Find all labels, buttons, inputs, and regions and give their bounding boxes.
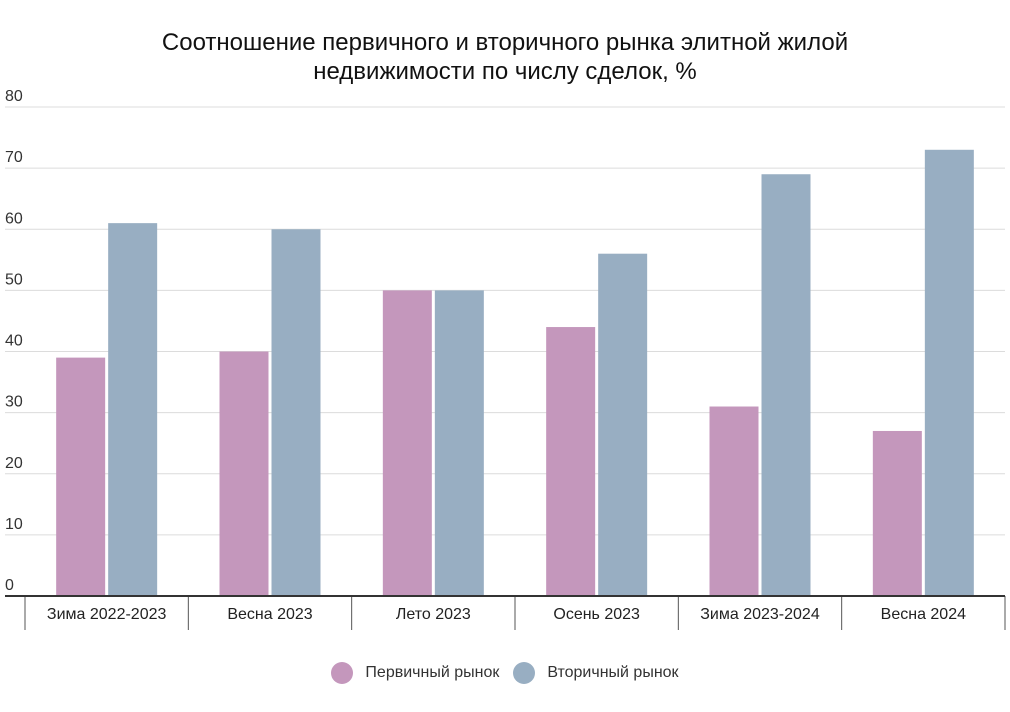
title-line-1: Соотношение первичного и вторичного рынк… — [161, 29, 849, 56]
legend-swatch-secondary — [513, 662, 536, 684]
y-tick-label: 0 — [5, 577, 14, 594]
legend: Первичный рынок Вторичный рынок — [0, 662, 1010, 684]
y-tick-label: 70 — [5, 149, 23, 166]
x-tick-label: Весна 2023 — [227, 606, 312, 623]
bar-primary — [219, 351, 269, 596]
bar-secondary — [434, 290, 484, 596]
y-tick-label: 10 — [5, 516, 23, 533]
x-tick-label: Осень 2023 — [553, 606, 640, 623]
legend-item-secondary[interactable]: Вторичный рынок — [513, 662, 679, 684]
y-tick-label: 80 — [5, 88, 23, 105]
y-tick-label: 40 — [5, 333, 23, 350]
chart-title: Соотношение первичного и вторичного рынк… — [0, 28, 1010, 86]
y-tick-label: 50 — [5, 271, 23, 288]
bar-primary — [546, 327, 596, 596]
x-tick-label: Весна 2024 — [881, 606, 966, 623]
bar-secondary — [924, 149, 974, 596]
bar-primary — [56, 357, 106, 596]
y-tick-label: 60 — [5, 210, 23, 227]
legend-label-secondary: Вторичный рынок — [547, 664, 679, 681]
legend-label-primary: Первичный рынок — [365, 664, 500, 681]
x-tick-label: Лето 2023 — [396, 606, 471, 623]
bar-primary — [382, 290, 432, 596]
y-tick-label: 30 — [5, 394, 23, 411]
bar-secondary — [598, 253, 648, 596]
bar-secondary — [761, 174, 811, 597]
bar-primary — [872, 430, 922, 596]
legend-item-primary[interactable]: Первичный рынок — [331, 662, 499, 684]
y-tick-label: 20 — [5, 455, 23, 472]
x-tick-label: Зима 2022-2023 — [47, 606, 167, 623]
bar-primary — [709, 406, 759, 596]
legend-swatch-primary — [331, 662, 354, 684]
bar-secondary — [108, 223, 158, 596]
title-line-2: недвижимости по числу сделок, % — [313, 58, 697, 85]
x-tick-label: Зима 2023-2024 — [700, 606, 820, 623]
bar-secondary — [271, 229, 321, 596]
